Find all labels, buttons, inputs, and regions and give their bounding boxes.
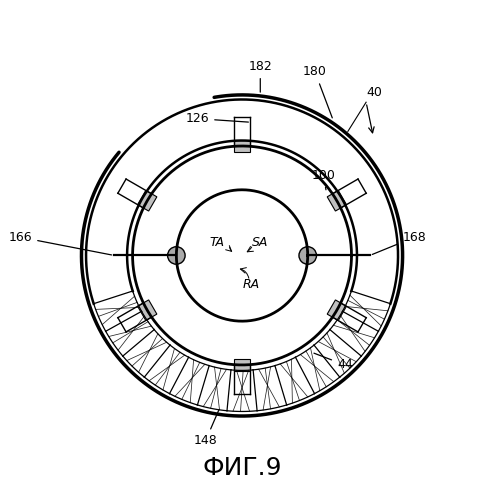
Polygon shape — [137, 300, 157, 320]
Text: ФИГ.9: ФИГ.9 — [202, 456, 282, 480]
Text: 40: 40 — [366, 86, 382, 98]
Text: 182: 182 — [248, 60, 272, 92]
Text: 166: 166 — [9, 230, 112, 255]
Polygon shape — [234, 140, 250, 152]
Text: 44: 44 — [314, 353, 353, 372]
Text: SA: SA — [252, 236, 268, 249]
Text: 126: 126 — [186, 112, 248, 125]
Polygon shape — [327, 300, 347, 320]
Polygon shape — [137, 190, 157, 211]
Circle shape — [168, 246, 185, 264]
Text: 100: 100 — [311, 168, 335, 190]
Text: 148: 148 — [194, 410, 219, 448]
Text: 168: 168 — [372, 230, 427, 254]
Text: 180: 180 — [303, 66, 332, 118]
Text: RA: RA — [242, 278, 260, 291]
Polygon shape — [234, 358, 250, 372]
Text: TA: TA — [209, 236, 224, 249]
Polygon shape — [327, 190, 347, 211]
Circle shape — [299, 246, 317, 264]
